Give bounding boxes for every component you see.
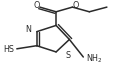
- Text: NH$_2$: NH$_2$: [86, 52, 103, 65]
- Text: O: O: [34, 1, 40, 10]
- Text: O: O: [72, 1, 79, 10]
- Text: S: S: [66, 51, 71, 60]
- Text: N: N: [25, 25, 31, 34]
- Text: HS: HS: [3, 46, 14, 54]
